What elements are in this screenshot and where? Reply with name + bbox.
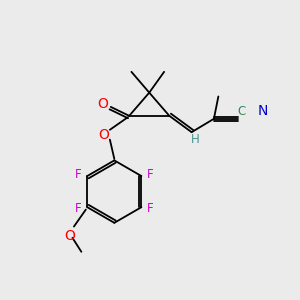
Text: F: F bbox=[147, 168, 154, 181]
Text: O: O bbox=[98, 128, 109, 142]
Text: O: O bbox=[98, 97, 109, 111]
Text: F: F bbox=[147, 202, 154, 215]
Text: F: F bbox=[75, 168, 82, 181]
Text: C: C bbox=[237, 105, 245, 118]
Text: N: N bbox=[258, 104, 268, 118]
Text: O: O bbox=[64, 229, 76, 243]
Text: H: H bbox=[191, 133, 200, 146]
Text: F: F bbox=[75, 202, 82, 215]
